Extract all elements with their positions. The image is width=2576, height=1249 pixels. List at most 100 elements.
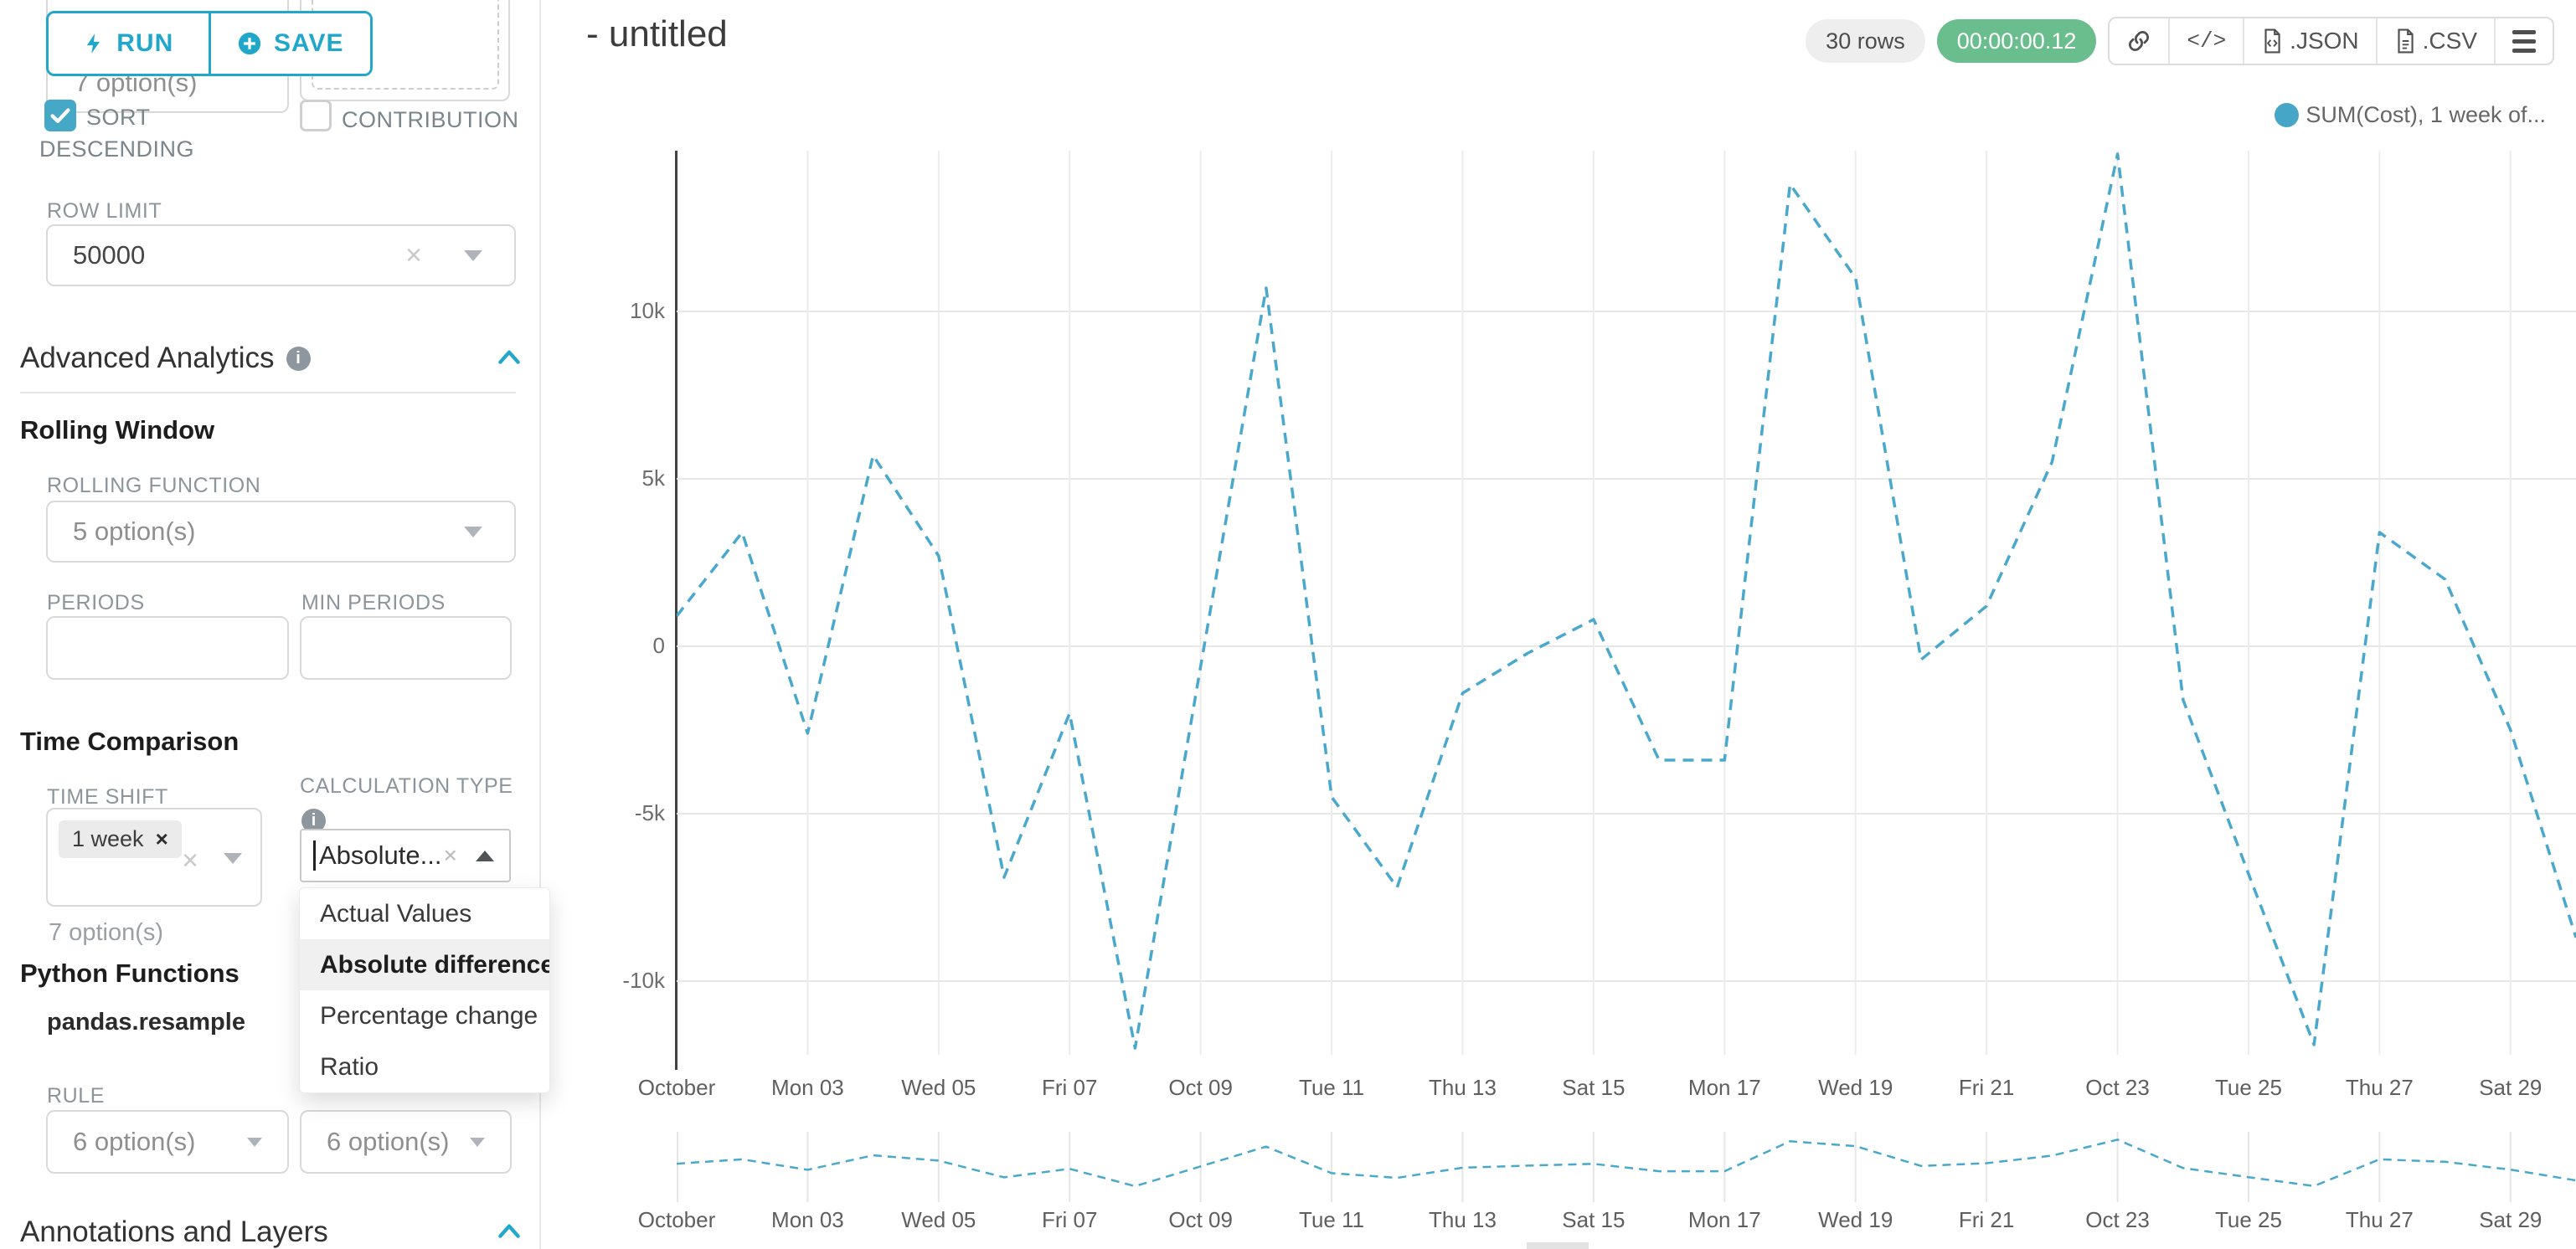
contribution-checkbox[interactable] <box>300 100 332 131</box>
info-icon[interactable]: i <box>286 346 311 371</box>
x-tick-label: Tue 11 <box>1299 1207 1365 1232</box>
time-comparison-heading: Time Comparison <box>20 727 240 756</box>
x-tick-label: Wed 19 <box>1818 1207 1893 1232</box>
x-tick-label: Oct 09 <box>1168 1207 1233 1232</box>
rolling-window-heading: Rolling Window <box>20 415 215 445</box>
control-panel: 7 option(s) RUN SAVE SORT DESCENDING CON… <box>0 0 550 1249</box>
calculation-type-dropdown: Actual Values Absolute difference Percen… <box>299 887 550 1093</box>
drop-column-box[interactable] <box>300 0 510 101</box>
chart-legend[interactable]: SUM(Cost), 1 week of... <box>2275 102 2546 128</box>
chevron-up-icon[interactable] <box>496 347 523 367</box>
run-label: RUN <box>116 29 174 57</box>
time-shift-tag-value: 1 week <box>72 826 144 851</box>
advanced-analytics-heading: Advanced Analytics i <box>20 342 311 375</box>
calculation-type-label: CALCULATION TYPE <box>300 774 513 798</box>
annotations-layers-heading: Annotations and Layers <box>20 1216 328 1249</box>
dropdown-option-absolute-difference[interactable]: Absolute difference <box>300 939 549 990</box>
rule-select-value: 6 option(s) <box>73 1127 196 1156</box>
python-functions-heading: Python Functions <box>20 959 240 988</box>
x-tick-label: Oct 23 <box>2085 1207 2150 1232</box>
code-icon: </> <box>2187 28 2227 54</box>
x-tick-label: Tue 11 <box>1299 1075 1365 1100</box>
clear-icon[interactable]: × <box>182 845 198 876</box>
y-tick-label: 0 <box>652 633 665 658</box>
export-csv-label: .CSV <box>2422 28 2477 54</box>
export-json-button[interactable]: .JSON <box>2243 18 2375 64</box>
time-shift-tag[interactable]: 1 week × <box>59 820 182 858</box>
x-tick-label: Wed 05 <box>901 1075 976 1100</box>
x-tick-label: Sat 29 <box>2479 1207 2543 1232</box>
x-tick-label: Tue 25 <box>2214 1075 2282 1100</box>
clear-icon[interactable]: × <box>443 842 457 868</box>
menu-button[interactable] <box>2494 18 2553 64</box>
export-csv-button[interactable]: .CSV <box>2375 18 2494 64</box>
legend-dot-icon <box>2275 103 2300 127</box>
min-periods-label: MIN PERIODS <box>301 591 446 614</box>
x-tick-label: Tue 25 <box>2214 1207 2282 1232</box>
chart-area: - untitled 30 rows 00:00:00.12 </> .JSON <box>541 0 2576 1249</box>
periods-label: PERIODS <box>47 591 145 614</box>
x-tick-label: Mon 03 <box>771 1207 844 1232</box>
remove-tag-icon[interactable]: × <box>155 826 168 851</box>
x-tick-label: Fri 07 <box>1042 1207 1098 1232</box>
chevron-down-icon[interactable] <box>464 249 482 261</box>
legend-label: SUM(Cost), 1 week of... <box>2306 102 2546 127</box>
chevron-down-icon[interactable] <box>224 853 242 864</box>
resize-handle[interactable] <box>1527 1242 1589 1249</box>
plus-circle-icon <box>238 32 261 55</box>
x-tick-label: Thu 27 <box>2345 1207 2414 1232</box>
sort-descending-label-line2: DESCENDING <box>39 136 195 162</box>
hamburger-icon <box>2512 29 2536 53</box>
x-tick-label: Sat 15 <box>1562 1075 1625 1100</box>
copy-link-button[interactable] <box>2110 18 2168 64</box>
run-save-button-group: RUN SAVE <box>46 11 373 76</box>
x-tick-label: Thu 27 <box>2345 1075 2414 1100</box>
chevron-down-icon[interactable] <box>464 526 482 537</box>
embed-code-button[interactable]: </> <box>2168 18 2243 64</box>
rule-select[interactable]: 6 option(s) <box>46 1110 289 1174</box>
dropdown-option-actual-values[interactable]: Actual Values <box>320 900 472 928</box>
calculation-type-select[interactable]: Absolute... × <box>300 829 511 882</box>
chevron-up-icon[interactable] <box>496 1221 523 1241</box>
save-label: SAVE <box>274 29 344 57</box>
export-button-group: </> .JSON .CSV <box>2108 17 2554 65</box>
file-code-icon <box>2264 28 2280 54</box>
mini-x-axis-labels: October Mon 03 Wed 05 Fri 07 Oct 09 Tue 11 Thu… <box>638 1207 2576 1236</box>
contribution-label: CONTRIBUTION <box>342 107 519 132</box>
chevron-up-icon[interactable] <box>476 850 494 861</box>
chevron-down-icon[interactable] <box>247 1137 262 1147</box>
row-limit-select[interactable]: 50000 × <box>46 224 516 286</box>
chart-title[interactable]: - untitled <box>586 13 728 54</box>
text-cursor <box>313 840 316 871</box>
row-limit-label: ROW LIMIT <box>47 199 162 223</box>
time-shift-select[interactable]: 1 week × × <box>46 808 262 907</box>
x-tick-label: Oct 09 <box>1168 1075 1233 1100</box>
timer-badge: 00:00:00.12 <box>1936 19 2097 63</box>
y-tick-label: -5k <box>634 800 665 825</box>
x-tick-label: Sat 29 <box>2479 1075 2543 1100</box>
clear-icon[interactable]: × <box>405 239 422 271</box>
dropdown-option-percentage-change[interactable]: Percentage change <box>320 1002 538 1030</box>
rows-badge: 30 rows <box>1806 19 1925 63</box>
y-tick-label: -10k <box>622 968 665 993</box>
rule-select-secondary[interactable]: 6 option(s) <box>300 1110 512 1174</box>
x-tick-label: Mon 03 <box>771 1075 844 1100</box>
rolling-function-select[interactable]: 5 option(s) <box>46 501 516 563</box>
header-controls: 30 rows 00:00:00.12 </> .JSON <box>1806 17 2554 65</box>
x-tick-label: Fri 21 <box>1958 1207 2015 1232</box>
chevron-down-icon[interactable] <box>470 1137 485 1147</box>
run-button[interactable]: RUN <box>49 13 209 74</box>
line-chart[interactable] <box>675 151 2576 1055</box>
section-divider <box>20 392 516 393</box>
y-tick-label: 5k <box>641 465 665 491</box>
save-button[interactable]: SAVE <box>208 13 370 74</box>
x-tick-label: October <box>637 1075 716 1100</box>
x-tick-label: Mon 17 <box>1687 1075 1761 1100</box>
dropdown-option-ratio[interactable]: Ratio <box>320 1053 379 1081</box>
periods-input[interactable] <box>46 616 289 680</box>
pandas-resample-label: pandas.resample <box>47 1009 245 1036</box>
min-periods-input[interactable] <box>300 616 512 680</box>
mini-preview-chart[interactable] <box>676 1132 2576 1202</box>
sort-descending-checkbox[interactable] <box>44 100 76 131</box>
rule-label: RULE <box>47 1084 106 1108</box>
